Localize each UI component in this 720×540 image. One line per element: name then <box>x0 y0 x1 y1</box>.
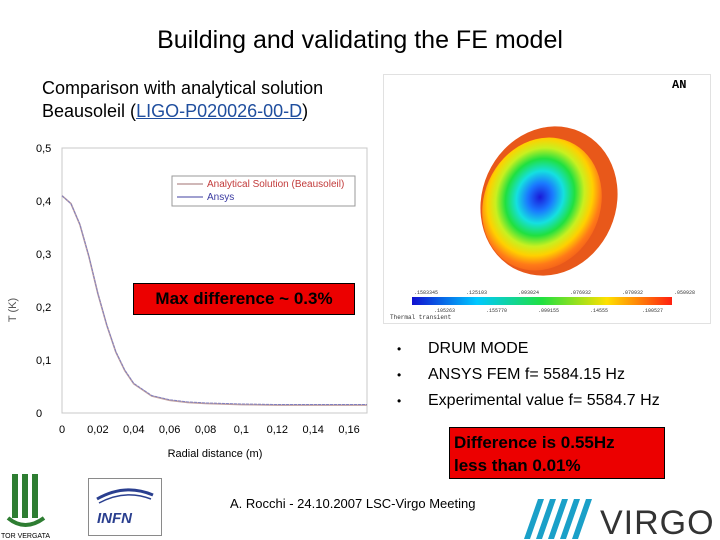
tor-vergata-university-logo: TOR VERGATA <box>1 474 50 540</box>
series-layer <box>61 195 367 406</box>
bullet-text: Experimental value f= 5584.7 Hz <box>428 392 660 409</box>
y-axis-ticks: 0 0,1 0,2 0,3 0,4 0,5 <box>36 143 51 420</box>
y-tick-label: 0,4 <box>36 196 51 208</box>
color-scale-value: .155770 <box>486 308 507 314</box>
x-tick-label: 0,1 <box>234 424 249 436</box>
y-tick-label: 0 <box>36 408 42 420</box>
tv-caption: TOR VERGATA <box>1 533 50 540</box>
color-scale-value: .070932 <box>622 290 643 296</box>
difference-line-1: Difference is 0.55Hz <box>454 433 615 452</box>
bullet-glyph: • <box>397 394 402 408</box>
slide-footer: A. Rocchi - 24.10.2007 LSC-Virgo Meeting <box>230 496 476 511</box>
color-scale-value: .1583345 <box>414 290 438 296</box>
y-tick-label: 0,1 <box>36 355 51 367</box>
color-scale-value: .14555 <box>590 308 608 314</box>
infn-logo: INFN <box>88 478 162 536</box>
x-axis-label: Radial distance (m) <box>168 448 263 460</box>
ansys-corner-logo: AN <box>672 78 686 92</box>
list-item: • DRUM MODE <box>397 336 660 362</box>
results-bullet-list: • DRUM MODE • ANSYS FEM f= 5584.15 Hz • Exp… <box>397 336 660 414</box>
infn-name: INFN <box>97 510 133 527</box>
x-tick-label: 0,12 <box>267 424 288 436</box>
x-tick-label: 0,08 <box>195 424 216 436</box>
document-reference-link[interactable]: LIGO-P020026-00-D <box>136 101 303 121</box>
difference-line-2: less than 0.01% <box>454 456 581 475</box>
color-scale-value: .125103 <box>466 290 487 296</box>
list-item: • Experimental value f= 5584.7 Hz <box>397 388 660 414</box>
x-tick-label: 0,16 <box>338 424 359 436</box>
y-axis-label: T (K) <box>7 298 19 322</box>
color-scale-value: .099155 <box>538 308 559 314</box>
fe-simulation-image: AN .1583345 .125103 .093024 .076932 .070932.… <box>383 74 711 324</box>
chart-legend: Analytical Solution (Beausoleil) Ansys <box>171 175 356 207</box>
x-tick-label: 0,04 <box>123 424 144 436</box>
list-item: • ANSYS FEM f= 5584.15 Hz <box>397 362 660 388</box>
virgo-name: VIRGO <box>600 504 715 540</box>
color-scale-value: .076932 <box>570 290 591 296</box>
x-axis-ticks: 0 0,02 0,04 0,06 0,08 0,1 0,12 0,14 0,16 <box>59 424 360 436</box>
x-tick-label: 0,02 <box>87 424 108 436</box>
bullet-text: ANSYS FEM f= 5584.15 Hz <box>428 366 625 383</box>
bullet-glyph: • <box>397 342 402 356</box>
page-title: Building and validating the FE model <box>157 26 563 54</box>
drum-face <box>482 137 602 271</box>
series-line-ansys <box>61 195 367 406</box>
analysis-label: Thermal transient <box>390 314 451 321</box>
temperature-profile-chart: 0 0,02 0,04 0,06 0,08 0,1 0,12 0,14 0,16 0 0,1 0,2… <box>7 143 368 460</box>
color-scale-value: .050928 <box>674 290 695 296</box>
color-scale-value: .105263 <box>434 308 455 314</box>
subtitle-prefix: Beausoleil ( <box>42 101 137 121</box>
color-scale-value: .093024 <box>518 290 539 296</box>
subtitle-line-1: Comparison with analytical solution <box>42 78 324 98</box>
bullet-text: DRUM MODE <box>428 340 529 357</box>
virgo-logo: VIRGO <box>524 499 715 540</box>
subtitle-line-2: Beausoleil (LIGO-P020026-00-D) <box>42 101 308 122</box>
x-tick-label: 0 <box>59 424 65 436</box>
difference-callout: Difference is 0.55Hz less than 0.01% <box>449 427 665 479</box>
legend-label-ansys: Ansys <box>207 192 234 203</box>
y-tick-label: 0,2 <box>36 302 51 314</box>
max-difference-callout: Max difference ~ 0.3% <box>133 283 355 315</box>
subtitle-suffix: ) <box>302 101 309 121</box>
bullet-glyph: • <box>397 368 402 382</box>
legend-box <box>171 175 356 207</box>
y-tick-label: 0,5 <box>36 143 51 155</box>
legend-label-analytical: Analytical Solution (Beausoleil) <box>207 179 344 190</box>
color-scale-bottom-values: .105263 .155770 .099155 .14555 .100527 <box>434 308 663 314</box>
color-scale-value: .100527 <box>642 308 663 314</box>
color-scale-bar <box>412 297 672 305</box>
color-scale-top-values: .1583345 .125103 .093024 .076932 .070932 .050… <box>414 290 695 296</box>
y-tick-label: 0,3 <box>36 249 51 261</box>
x-tick-label: 0,06 <box>159 424 180 436</box>
x-tick-label: 0,14 <box>302 424 323 436</box>
